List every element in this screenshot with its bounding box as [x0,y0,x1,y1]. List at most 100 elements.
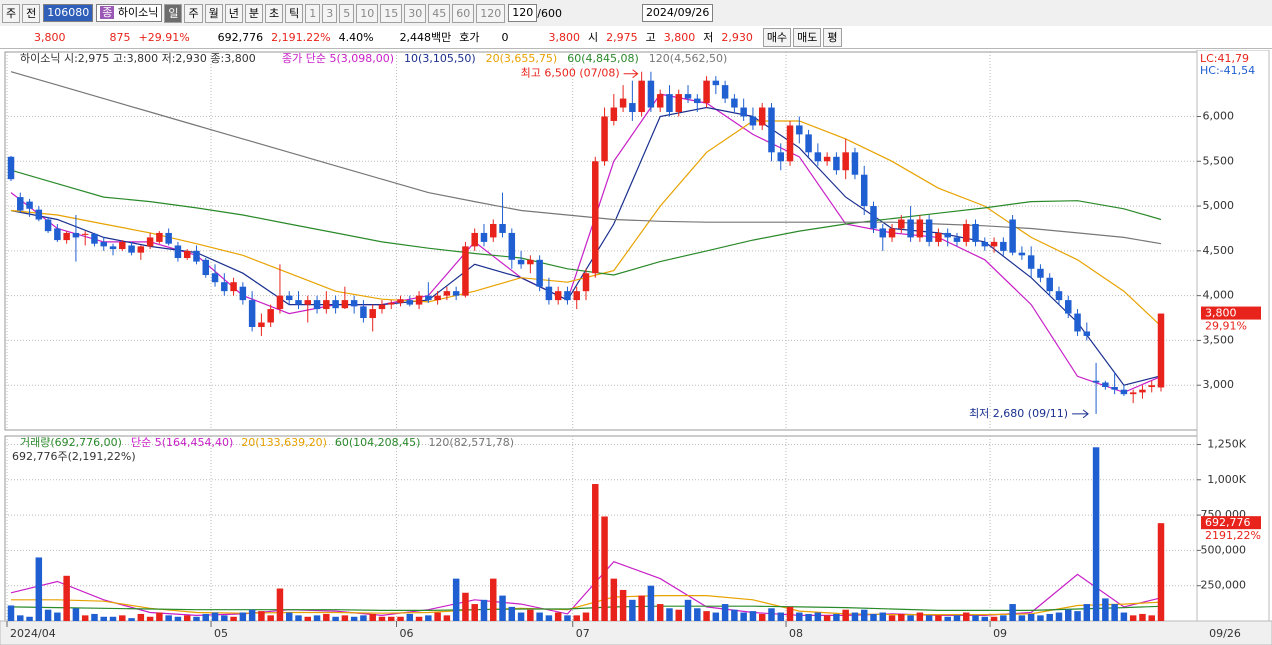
volume-bar [332,616,339,621]
date-label: 06 [400,627,414,640]
candle-body [675,94,682,113]
period-button[interactable]: 주 [184,3,203,23]
candle-body [629,103,636,113]
candle-body [480,232,488,242]
candle-body [527,259,534,265]
volume-bar [554,612,562,621]
candle-body [313,300,321,310]
volume-bar [462,592,469,621]
candle-body [768,107,775,153]
candle-body [91,233,98,244]
volume-bar [1027,613,1035,621]
volume-bar [313,615,321,621]
volume-bar [666,608,673,621]
date-label: 07 [576,627,590,640]
period-button[interactable]: 월 [204,3,223,23]
ma-line [11,595,1162,616]
minute-button[interactable]: 60 [452,3,475,23]
minute-button[interactable]: 5 [339,3,355,23]
candle-body [17,197,24,211]
ma-line [10,71,1162,245]
candle-body [128,245,135,253]
volume-title: 거래량(692,776,00) [20,436,122,449]
volume-bar [1092,447,1100,621]
minute-button[interactable]: 30 [404,3,427,23]
sell-button[interactable]: 매도 [793,27,822,47]
volume-bar [944,616,951,621]
y-tick-label: 4,500 [1203,244,1235,257]
candle-body [378,304,386,310]
ask: 3,800 [548,30,581,44]
buy-button[interactable]: 매수 [762,27,792,47]
candle-body [823,156,831,162]
volume-bar [972,615,979,621]
candle-body [981,241,989,247]
volume-bar [452,578,460,621]
volume-tick-label: 1,250K [1207,437,1246,450]
volume-bar [443,615,451,621]
candle-body [109,246,117,250]
arrow [1072,409,1089,419]
volume-bar [1074,611,1081,621]
candle-body [54,228,61,241]
tab[interactable]: 주 [2,3,21,23]
candle-body [1055,291,1063,301]
period-button[interactable]: 초 [264,3,284,23]
volume-bar [935,615,942,621]
candle-body [156,232,163,242]
minute-button[interactable]: 1 [305,3,321,23]
candle-body [888,228,896,238]
minute-button[interactable]: 45 [428,3,451,23]
minute-button[interactable]: 120 [476,3,506,23]
volume-bar [1148,615,1155,621]
period-button[interactable]: 틱 [285,3,304,23]
period-button[interactable]: 분 [244,3,263,23]
period-button[interactable]: 일 [164,3,183,23]
volume-bar [527,609,534,621]
candle-body [1102,382,1109,388]
candle-body [777,152,785,162]
legend-entry: 60(4,845,08) [567,52,639,65]
volume-bar [833,613,840,621]
volume-bar [276,588,284,621]
candle-body [1074,313,1081,332]
volume-bar [703,611,710,621]
volume-bar [898,613,905,621]
minute-button[interactable]: 15 [380,3,403,23]
candle-body [1027,255,1035,269]
volume-bar [786,606,794,621]
volume-bar [545,615,553,621]
date-input[interactable]: 2024/09/26 [641,4,714,22]
candle-body [323,300,330,310]
volume-bar [638,595,645,621]
volume-tick-label: 500,000 [1201,543,1247,556]
all-button[interactable]: 전 [22,3,41,23]
count-input[interactable]: 120 [508,4,538,22]
volume-bar [731,609,738,621]
amount: 2,448백만 [399,31,452,44]
volume-bar [823,615,831,621]
candle-body [1065,300,1072,314]
ma-line [10,169,1162,276]
candle-body [907,219,914,238]
period-button[interactable]: 년 [224,3,243,23]
candle-body [972,223,979,242]
code-input[interactable]: 106080 [43,4,94,22]
candle-body [508,232,516,260]
total: /600 [537,6,562,20]
avg-button[interactable]: 평 [823,27,842,47]
minute-button[interactable]: 3 [322,3,338,23]
volume-bar [879,612,887,621]
low: 2,930 [721,30,753,44]
date-label: 09/26 [1209,627,1241,640]
volume-bar [119,615,126,621]
candle-body [63,232,70,241]
volume-bar [508,606,516,621]
minute-button[interactable]: 10 [356,3,379,23]
volume-bar [434,612,441,621]
volume-bar [1102,598,1109,621]
volume-bar [740,612,747,621]
name-field[interactable]: 종 하이소닉 [96,4,163,22]
